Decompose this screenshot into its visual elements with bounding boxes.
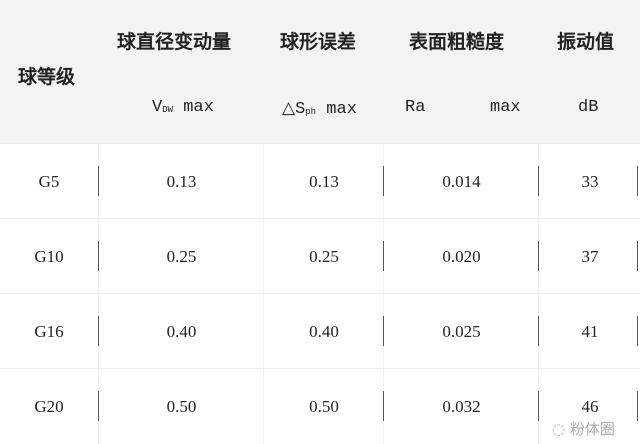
cell-value: 0.25: [166, 246, 197, 266]
table-cell: 0.50: [98, 369, 264, 444]
cell-divider: [538, 316, 539, 346]
cell-value: G10: [34, 246, 64, 266]
header-vibration: 振动值: [557, 31, 615, 53]
cell-value: G20: [34, 396, 64, 416]
table-row: G16 0.40 0.40 0.025 41: [0, 293, 640, 369]
unit-db: dB: [578, 98, 599, 117]
cell-value: 0.50: [309, 396, 339, 416]
header-diameter-variation: 球直径变动量: [117, 31, 232, 53]
table-cell: G16: [0, 294, 98, 369]
cell-value: 33: [581, 171, 599, 191]
cell-value: 0.13: [166, 171, 197, 191]
cell-divider: [98, 166, 99, 196]
cell-divider: [538, 391, 539, 421]
table-cell: 0.50: [263, 369, 384, 444]
table-cell: 0.13: [98, 144, 264, 219]
wechat-icon: ◌: [552, 420, 566, 438]
header-grade: 球等级: [18, 66, 76, 88]
cell-value: 0.014: [442, 171, 481, 191]
cell-value: G5: [38, 171, 60, 191]
cell-value: 46: [581, 396, 599, 416]
cell-value: 0.025: [442, 321, 481, 341]
header-roughness: 表面粗糙度: [409, 31, 505, 53]
cell-divider: [637, 316, 638, 346]
cell-divider: [637, 241, 638, 271]
cell-value: 0.13: [309, 171, 339, 191]
table-cell: 0.020: [383, 219, 539, 294]
cell-divider: [637, 166, 638, 196]
cell-value: 0.50: [166, 396, 197, 416]
table-header: 球等级 球直径变动量 球形误差 表面粗糙度 振动值 VDW max △Sph m…: [0, 0, 640, 143]
unit-ra-max: max: [490, 98, 521, 117]
cell-divider: [98, 316, 99, 346]
unit-sph: △Sph max: [282, 100, 357, 119]
table-row: G20 0.50 0.50 0.032 46: [0, 368, 640, 444]
cell-value: 37: [581, 246, 599, 266]
table-cell: G5: [0, 144, 98, 219]
cell-divider: [98, 391, 99, 421]
cell-value: G16: [34, 321, 64, 341]
cell-divider: [538, 166, 539, 196]
cell-divider: [538, 241, 539, 271]
table-cell: 0.014: [383, 144, 539, 219]
unit-vdw: VDW max: [152, 98, 214, 117]
cell-value: 0.40: [309, 321, 339, 341]
table-row: G10 0.25 0.25 0.020 37: [0, 218, 640, 294]
cell-value: 0.40: [166, 321, 197, 341]
cell-divider: [383, 166, 384, 196]
cell-value: 0.25: [309, 246, 339, 266]
cell-divider: [637, 391, 638, 421]
header-sphericity: 球形误差: [280, 31, 357, 53]
cell-divider: [98, 241, 99, 271]
watermark: ◌ 粉体圈: [552, 420, 615, 438]
table-cell: 0.40: [98, 294, 264, 369]
cell-value: 41: [581, 321, 599, 341]
table-cell: 0.40: [263, 294, 384, 369]
cell-divider: [383, 241, 384, 271]
table-cell: 0.25: [263, 219, 384, 294]
table-cell: 0.032: [383, 369, 539, 444]
table-cell: 0.13: [263, 144, 384, 219]
table-cell: 0.25: [98, 219, 264, 294]
cell-divider: [383, 391, 384, 421]
table-cell: 0.025: [383, 294, 539, 369]
table-cell: 41: [538, 294, 640, 369]
cell-value: 0.020: [442, 246, 481, 266]
cell-value: 0.032: [442, 396, 481, 416]
cell-divider: [383, 316, 384, 346]
table-cell: G10: [0, 219, 98, 294]
table-cell: 37: [538, 219, 640, 294]
unit-ra: Ra: [405, 98, 426, 117]
table-cell: 33: [538, 144, 640, 219]
table-row: G5 0.13 0.13 0.014 33: [0, 143, 640, 219]
table-cell: G20: [0, 369, 98, 444]
